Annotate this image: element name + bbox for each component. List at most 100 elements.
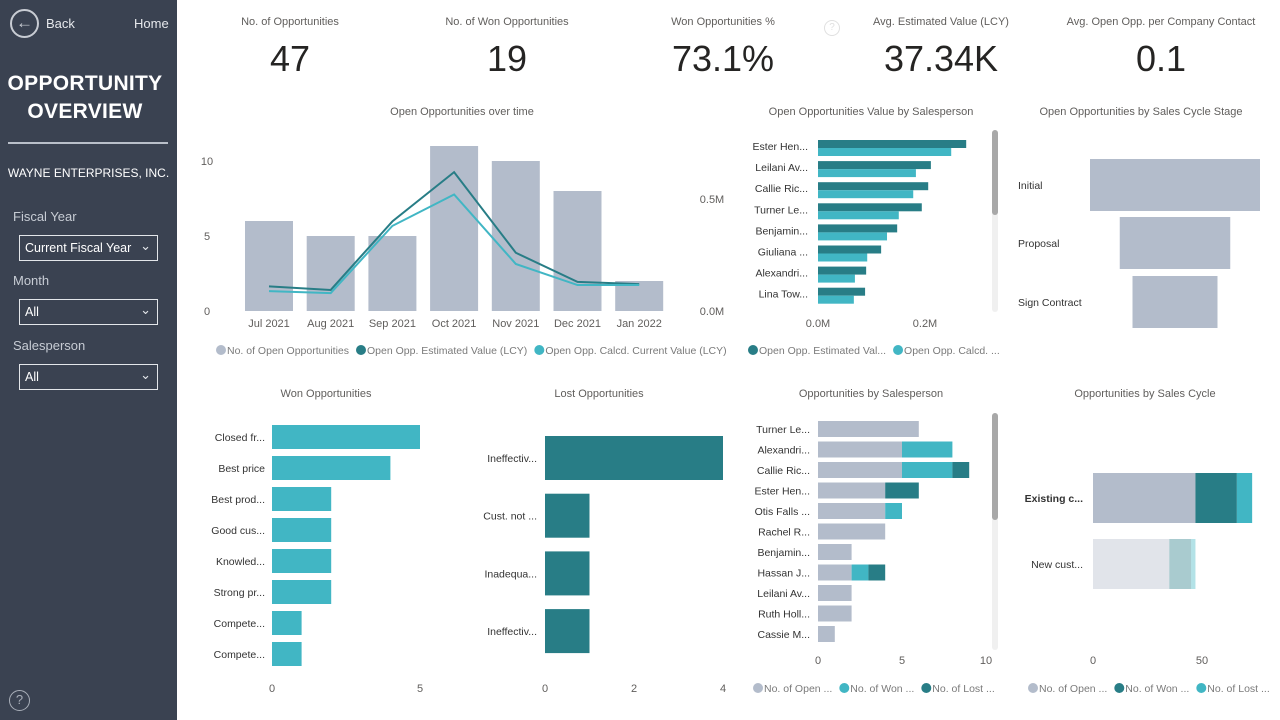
bar[interactable] <box>245 221 293 311</box>
series-line[interactable] <box>268 193 640 295</box>
bar[interactable] <box>553 191 602 311</box>
fiscal-year-dropdown[interactable]: Current Fiscal Year ⌄ <box>19 235 158 261</box>
stacked-segment[interactable] <box>952 462 970 478</box>
stacked-segment[interactable] <box>818 605 852 622</box>
bar[interactable] <box>818 148 952 156</box>
kpi-avg-open-value: 0.1 <box>1135 38 1187 79</box>
stacked-segment[interactable] <box>851 564 869 581</box>
category-label: Callie Ric... <box>755 183 808 195</box>
stacked-segment[interactable] <box>868 564 886 581</box>
bar[interactable] <box>491 161 540 311</box>
bar[interactable] <box>272 456 391 480</box>
category-label: Existing c... <box>1025 493 1083 505</box>
bar[interactable] <box>818 182 929 191</box>
stacked-segment[interactable] <box>1191 539 1196 589</box>
stacked-segment[interactable] <box>902 441 953 458</box>
bar[interactable] <box>818 266 867 275</box>
home-button[interactable]: Home <box>134 16 169 31</box>
stacked-segment[interactable] <box>1236 473 1253 523</box>
bar[interactable] <box>818 274 855 283</box>
chart-title: Opportunities by Sales Cycle <box>1074 388 1215 400</box>
stacked-segment[interactable] <box>1093 539 1170 589</box>
bar[interactable] <box>272 487 332 511</box>
legend-label: Open Opp. Estimated Val... <box>759 345 886 357</box>
x-tick-label: Jul 2021 <box>248 318 290 330</box>
funnel-stage[interactable] <box>1090 159 1260 211</box>
category-label: Leilani Av... <box>757 588 810 600</box>
stacked-segment[interactable] <box>885 503 902 519</box>
bar[interactable] <box>368 236 417 311</box>
bar[interactable] <box>545 551 590 596</box>
stacked-segment[interactable] <box>818 421 919 437</box>
category-label: Rachel R... <box>758 527 810 539</box>
category-label: Callie Ric... <box>757 465 810 477</box>
category-label: Lina Tow... <box>759 289 808 301</box>
bar[interactable] <box>818 232 888 241</box>
sidebar: ← Back Home OPPORTUNITY OVERVIEW WAYNE E… <box>0 0 177 720</box>
bar[interactable] <box>272 611 302 635</box>
stacked-segment[interactable] <box>818 441 902 458</box>
stacked-segment[interactable] <box>818 626 835 642</box>
kpi-avg-est-value: 37.34K <box>883 38 999 79</box>
salesperson-label: Salesperson <box>13 338 86 353</box>
scrollbar-thumb[interactable] <box>992 130 998 215</box>
stacked-segment[interactable] <box>1195 473 1237 523</box>
bar[interactable] <box>818 224 898 233</box>
stacked-segment[interactable] <box>902 462 953 478</box>
series-line[interactable] <box>268 170 640 291</box>
stacked-segment[interactable] <box>818 482 886 499</box>
bar[interactable] <box>545 436 723 480</box>
stacked-segment[interactable] <box>1169 539 1192 589</box>
stacked-segment[interactable] <box>818 503 886 519</box>
bar[interactable] <box>818 203 922 212</box>
scrollbar-thumb[interactable] <box>992 413 998 520</box>
legend-marker <box>748 345 758 355</box>
bar[interactable] <box>272 518 332 542</box>
category-label: Ineffectiv... <box>487 626 537 638</box>
bar[interactable] <box>818 253 868 262</box>
bar[interactable] <box>818 169 916 178</box>
category-label: Ester Hen... <box>753 141 808 153</box>
bar[interactable] <box>545 493 590 538</box>
legend-label: No. of Lost ... <box>932 683 994 695</box>
bar[interactable] <box>272 580 332 604</box>
bar[interactable] <box>430 146 479 311</box>
kpi-won-pct-label: Won Opportunities % <box>671 16 775 28</box>
x-tick-label: Dec 2021 <box>554 318 601 330</box>
bar[interactable] <box>272 642 302 666</box>
category-label: Turner Le... <box>754 204 808 216</box>
funnel-stage[interactable] <box>1132 276 1218 328</box>
category-label: Turner Le... <box>756 424 810 436</box>
fiscal-year-label: Fiscal Year <box>13 209 77 224</box>
bar[interactable] <box>818 190 914 199</box>
bar[interactable] <box>818 245 882 254</box>
bar[interactable] <box>545 609 590 654</box>
salesperson-dropdown[interactable]: All ⌄ <box>19 364 158 390</box>
back-arrow-icon[interactable]: ← <box>10 9 39 38</box>
salesperson-value: All <box>25 370 39 384</box>
question-circle-icon[interactable]: ? <box>9 690 30 711</box>
x-tick-label: 0 <box>269 683 275 695</box>
category-label: Closed fr... <box>215 432 265 444</box>
stacked-segment[interactable] <box>818 544 852 560</box>
stacked-segment[interactable] <box>818 462 902 478</box>
bar[interactable] <box>818 295 854 304</box>
stacked-segment[interactable] <box>818 523 886 540</box>
bar[interactable] <box>818 287 866 296</box>
bar[interactable] <box>818 140 967 148</box>
bar[interactable] <box>272 425 420 449</box>
back-button[interactable]: Back <box>46 16 75 31</box>
stacked-segment[interactable] <box>818 585 852 601</box>
bar[interactable] <box>272 549 332 573</box>
bar[interactable] <box>818 211 899 220</box>
month-dropdown[interactable]: All ⌄ <box>19 299 158 325</box>
category-label: Hassan J... <box>757 568 810 580</box>
funnel-stage[interactable] <box>1119 217 1231 269</box>
bar[interactable] <box>818 161 931 170</box>
stacked-segment[interactable] <box>1093 473 1196 523</box>
stacked-segment[interactable] <box>885 482 919 499</box>
question-circle-icon[interactable]: ? <box>824 20 840 36</box>
stacked-segment[interactable] <box>818 564 852 581</box>
x-tick-label: 0 <box>1090 655 1096 667</box>
